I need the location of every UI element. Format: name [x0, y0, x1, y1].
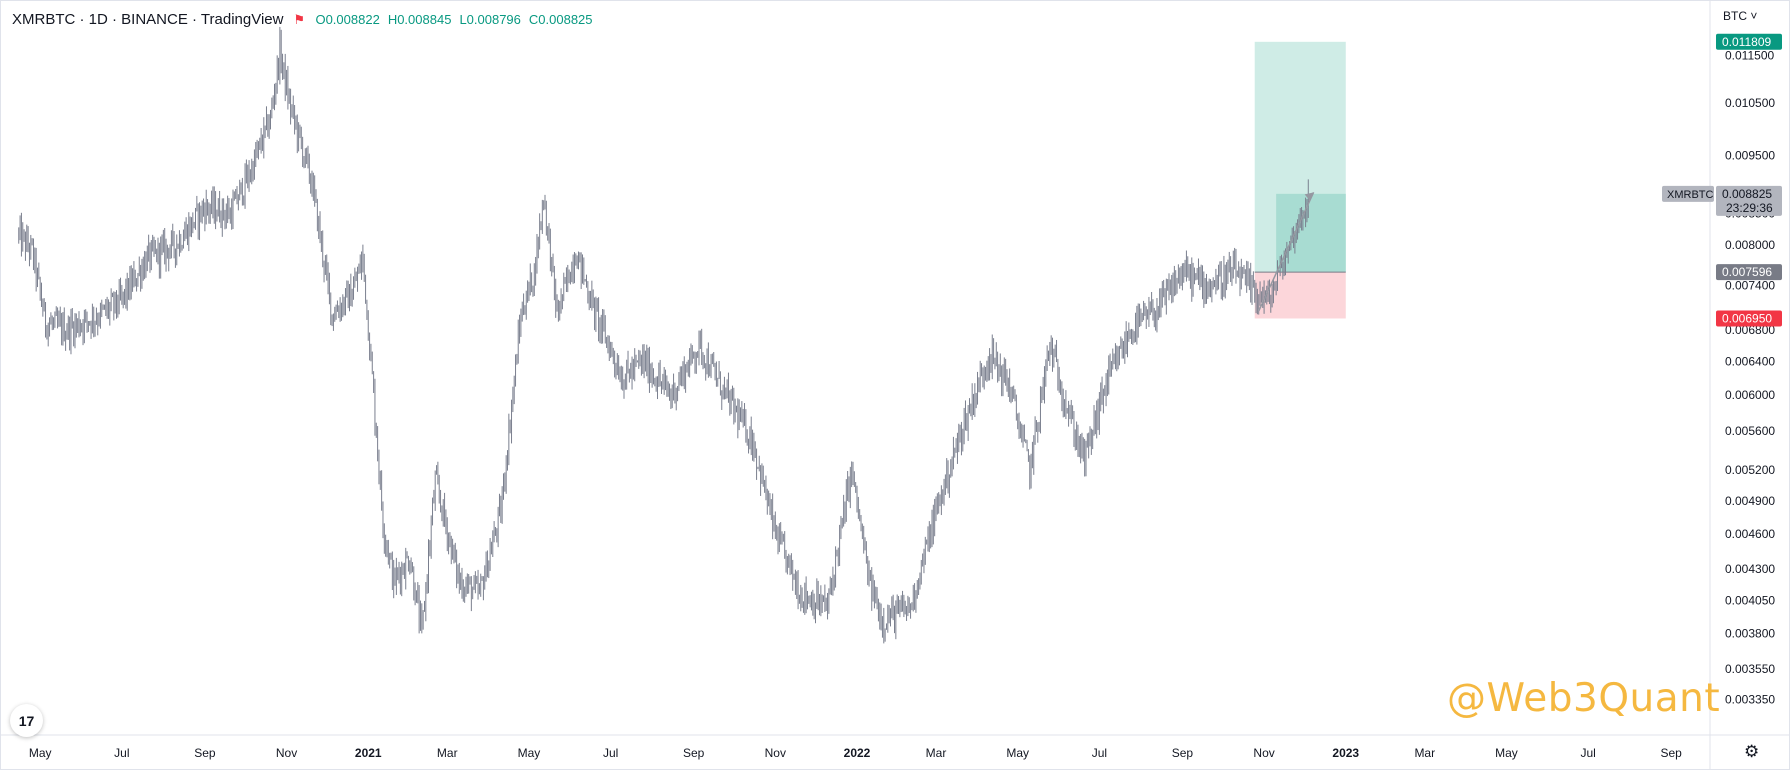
- candles-group: [18, 26, 1309, 644]
- time-tick-label: Sep: [1660, 746, 1682, 760]
- price-tick-label: 0.005600: [1725, 424, 1775, 438]
- last-symbol-tag: XMRBTC: [1667, 189, 1714, 201]
- price-tick-label: 0.011500: [1725, 49, 1774, 63]
- time-tick-label: Nov: [276, 746, 297, 760]
- entry-price-tag: 0.007596: [1722, 265, 1772, 279]
- ohlc-low: L0.008796: [459, 12, 521, 27]
- time-tick-label: Sep: [194, 746, 216, 760]
- target-price-tag-bg: [1716, 33, 1782, 50]
- price-tick-label: 0.003350: [1725, 692, 1775, 706]
- time-tick-label: May: [29, 746, 52, 760]
- currency-selector[interactable]: BTC ˅: [1723, 9, 1758, 23]
- countdown-label: 23:29:36: [1726, 201, 1773, 215]
- stop-price-tag: 0.006950: [1722, 311, 1772, 325]
- price-tick-label: 0.004050: [1725, 593, 1775, 607]
- watermark-text: @Web3Quant: [1447, 676, 1721, 721]
- trend-arrow: [1258, 192, 1315, 312]
- last-symbol-tag-bg: [1662, 185, 1714, 202]
- trend-arrow-head: [1304, 192, 1314, 201]
- last-price-tag: 0.008825: [1722, 187, 1772, 201]
- time-tick-label: Jul: [603, 746, 618, 760]
- price-tick-label: 0.004300: [1725, 562, 1775, 576]
- time-tick-label: 2023: [1332, 746, 1359, 760]
- price-tick-label: 0.004900: [1725, 494, 1775, 508]
- chart-header: XMRBTC · 1D · BINANCE · TradingView ⚑ O0…: [12, 11, 601, 28]
- last-price-tag-bg: [1716, 185, 1782, 216]
- target-price-tag: 0.011809: [1722, 35, 1771, 49]
- price-tick-label: 0.003550: [1725, 662, 1775, 676]
- ohlc-open: O0.008822: [315, 12, 380, 27]
- time-tick-label: Sep: [1172, 746, 1194, 760]
- price-tick-label: 0.007400: [1725, 279, 1775, 293]
- profit-zone-active: [1276, 193, 1346, 273]
- symbol-title[interactable]: XMRBTC · 1D · BINANCE · TradingView: [12, 11, 284, 28]
- entry-price-tag-bg: [1716, 264, 1782, 281]
- stop-price-tag-bg: [1716, 310, 1782, 327]
- price-tick-label: 0.004600: [1725, 527, 1775, 541]
- time-tick-label: 2021: [355, 746, 382, 760]
- time-tick-label: Mar: [926, 746, 947, 760]
- time-tick-label: Mar: [437, 746, 458, 760]
- price-tick-label: 0.010500: [1725, 96, 1775, 110]
- gear-icon[interactable]: ⚙: [1744, 742, 1760, 761]
- time-tick-label: Mar: [1414, 746, 1435, 760]
- price-tick-label: 0.009500: [1725, 148, 1775, 162]
- time-tick-label: Nov: [1253, 746, 1274, 760]
- time-tick-label: 2022: [844, 746, 871, 760]
- time-tick-label: Jul: [1092, 746, 1107, 760]
- price-tick-label: 0.006400: [1725, 355, 1775, 369]
- price-tick-label: 0.008000: [1725, 238, 1775, 252]
- time-tick-label: Nov: [765, 746, 786, 760]
- tradingview-logo-icon[interactable]: 17: [10, 704, 43, 737]
- price-tick-label: 0.005200: [1725, 463, 1775, 477]
- price-tick-label: 0.006000: [1725, 388, 1775, 402]
- ohlc-high: H0.008845: [387, 12, 452, 27]
- time-tick-label: May: [1495, 746, 1518, 760]
- time-tick-label: Jul: [114, 746, 129, 760]
- price-tick-label: 0.003800: [1725, 627, 1775, 641]
- ohlc-close: C0.008825: [528, 12, 593, 27]
- time-tick-label: May: [518, 746, 541, 760]
- red-flag-icon[interactable]: ⚑: [293, 11, 306, 27]
- time-tick-label: May: [1006, 746, 1029, 760]
- time-tick-label: Jul: [1580, 746, 1595, 760]
- time-tick-label: Sep: [683, 746, 705, 760]
